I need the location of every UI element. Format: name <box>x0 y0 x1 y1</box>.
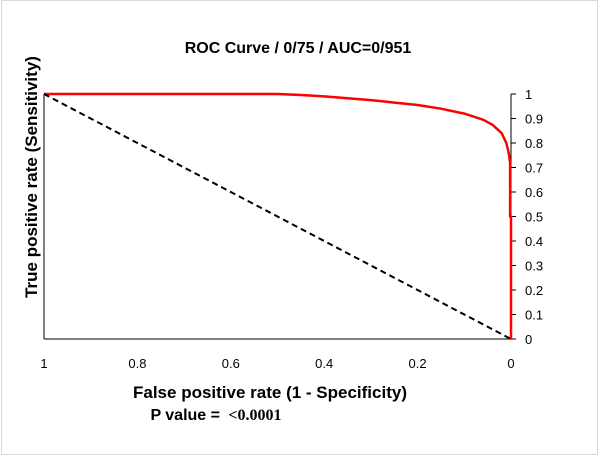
y-tick-label: 0.9 <box>525 112 543 127</box>
roc-curve-line <box>44 92 513 339</box>
y-tick-label: 0.8 <box>525 136 543 151</box>
x-axis-title: False positive rate (1 - Specificity) <box>133 383 407 402</box>
y-tick-label: 0.1 <box>525 308 543 323</box>
y-tick-label: 0.5 <box>525 210 543 225</box>
y-tick-label: 1 <box>525 87 532 102</box>
x-tick-label: 0.4 <box>315 356 333 371</box>
chart-title: ROC Curve / 0/75 / AUC=0/951 <box>185 40 412 57</box>
p-value-text: P value = <0.0001 <box>150 407 281 424</box>
x-tick-label: 0.6 <box>222 356 240 371</box>
y-axis-title: True positive rate (Sensitivity) <box>22 56 41 298</box>
y-tick-label: 0.3 <box>525 259 543 274</box>
y-tick-label: 0.4 <box>525 234 543 249</box>
y-tick-label: 0.6 <box>525 185 543 200</box>
x-axis-ticks: 1 0.8 0.6 0.4 0.2 0 <box>40 356 514 371</box>
y-tick-label: 0.7 <box>525 161 543 176</box>
x-tick-label: 0.8 <box>128 356 146 371</box>
y-tick-label: 0 <box>525 332 532 347</box>
y-axis: 0 0.1 0.2 0.3 0.4 0.5 0.6 0.7 0.8 0.9 1 <box>510 87 543 347</box>
x-tick-label: 0 <box>507 356 514 371</box>
x-tick-label: 0.2 <box>409 356 427 371</box>
y-tick-label: 0.2 <box>525 283 543 298</box>
x-tick-label: 1 <box>40 356 47 371</box>
series-layer <box>43 92 513 340</box>
p-value-value: <0.0001 <box>228 407 281 424</box>
reference-diagonal-line <box>43 93 512 340</box>
p-value-label: P value = <box>150 407 224 424</box>
